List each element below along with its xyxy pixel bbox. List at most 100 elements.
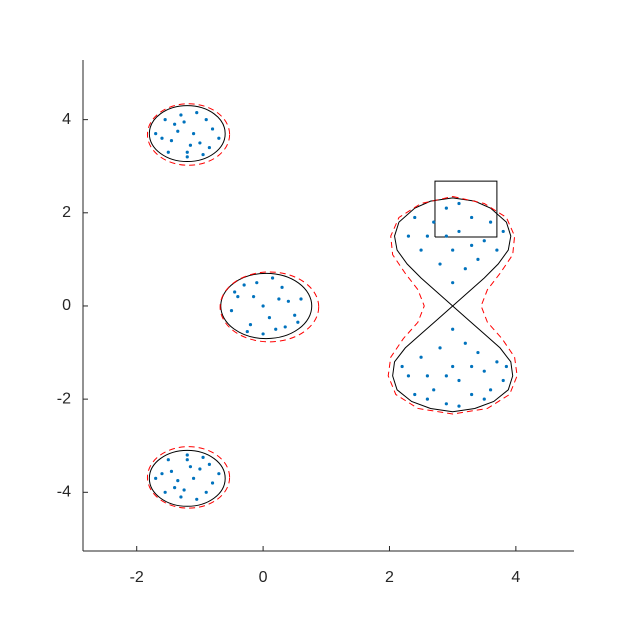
point [261,332,265,336]
point [248,322,253,327]
point [457,404,461,408]
point [166,458,170,462]
point [406,234,411,238]
contour [146,446,231,509]
point [432,388,436,392]
point [463,341,467,345]
point [173,122,177,126]
point [188,465,193,469]
contour [219,271,320,343]
point [495,360,499,364]
point [470,392,474,397]
point [179,113,183,117]
point [242,283,246,287]
point [293,313,297,317]
point [470,364,474,369]
point [233,290,237,294]
contour [434,180,498,238]
point [185,155,189,159]
point [451,248,455,252]
point [169,469,174,473]
point [286,299,290,303]
point [470,215,474,220]
contour [392,197,514,413]
point [444,206,448,210]
point [488,388,493,392]
point [210,127,215,131]
point [296,320,300,324]
y-tick-label: -4 [57,484,71,501]
point [438,262,442,266]
point [400,364,404,369]
point [488,220,493,224]
point [210,481,215,485]
point [451,327,455,331]
point [191,476,196,480]
point [425,234,429,238]
y-tick-label: 2 [62,204,71,221]
point [463,267,467,271]
point [236,295,240,299]
point [176,129,180,133]
point [204,118,208,122]
point [204,490,208,494]
point [413,392,417,397]
point [217,136,221,140]
point [245,329,249,334]
point [163,118,167,122]
x-tick-label: 4 [511,569,520,586]
point [201,152,205,157]
point [482,397,486,401]
point [299,297,303,301]
point [277,297,281,301]
x-tick-label: 0 [259,569,268,586]
contour [148,105,226,163]
point [280,285,284,289]
point [432,220,436,224]
point [495,248,499,252]
point [267,316,272,320]
point [154,132,158,136]
point [207,462,211,466]
point [425,397,429,401]
point [444,234,448,238]
point [185,150,189,154]
point [419,248,423,252]
point [169,138,174,143]
point [198,467,202,471]
point [160,472,164,476]
point [444,402,448,406]
point [457,201,461,206]
point [406,374,411,378]
y-tick-label: -2 [57,390,71,407]
point [154,476,158,480]
contour [146,103,231,166]
point [425,374,429,378]
point [274,327,278,331]
x-tick-label: -2 [130,569,144,586]
point [176,479,180,483]
point [252,295,256,299]
point [217,472,221,476]
contour [220,272,313,340]
y-tick-label: 0 [62,297,71,314]
x-tick-label: 2 [385,569,394,586]
point [501,229,505,234]
point [182,488,186,492]
point [195,497,199,501]
point [173,486,177,490]
point [451,364,455,369]
point [163,490,167,494]
point [182,120,186,124]
point [457,229,461,234]
point [413,215,417,220]
point [166,150,170,154]
point [191,132,196,136]
point [482,369,486,373]
point [185,458,189,462]
contour [148,449,226,507]
point [476,350,480,355]
point [482,239,486,243]
point [261,304,265,308]
